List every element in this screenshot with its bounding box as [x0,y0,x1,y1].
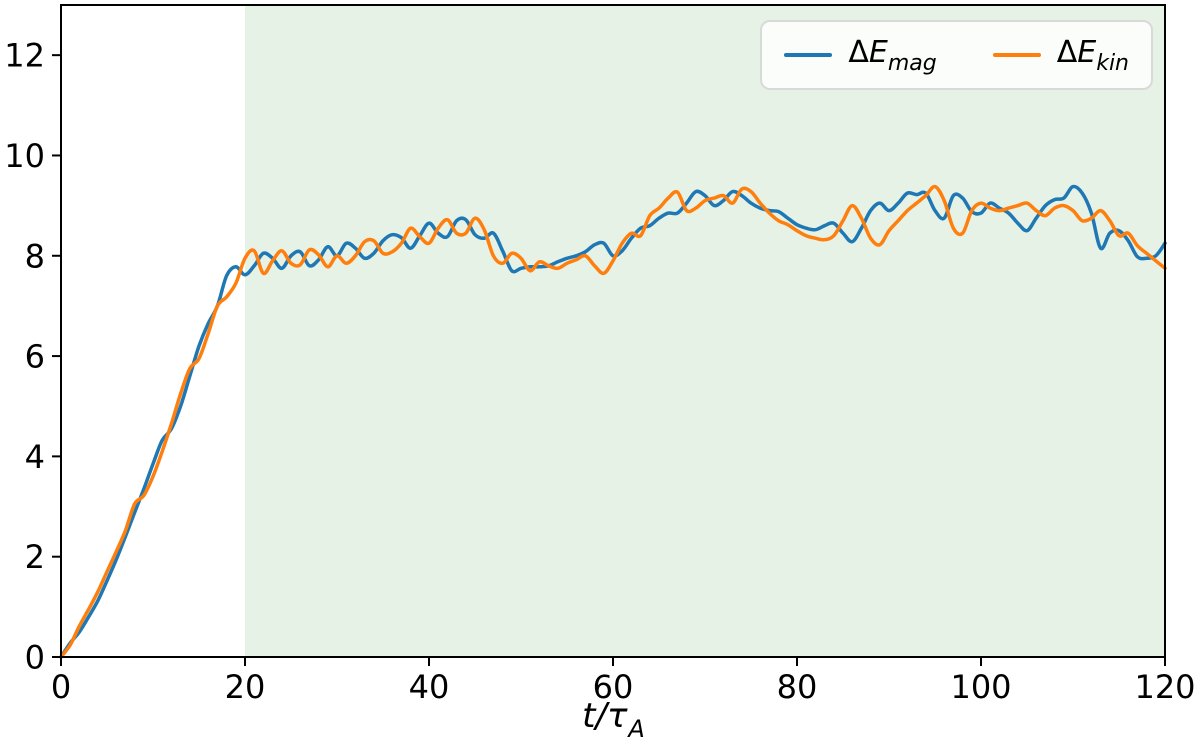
xlabel-subscript: A [628,714,645,743]
symbol-E: E [868,35,888,70]
xlabel-main: t/τ [582,696,628,736]
x-tick-label: 60 [593,668,634,706]
legend-label-ekin: ΔEkin [1056,35,1129,76]
legend-line-emag [784,53,833,57]
series-line-delta-e-mag [59,184,1167,659]
y-tick-label: 6 [25,338,45,376]
symbol-E: E [1077,35,1097,70]
series-line-delta-e-kin [59,184,1167,659]
delta-glyph: Δ [1056,35,1078,70]
x-tick-label: 20 [225,668,266,706]
legend: ΔEmag ΔEkin [760,20,1153,90]
legend-label-emag: ΔEmag [848,35,937,76]
x-tick-label: 0 [51,668,71,706]
y-tick-label: 12 [4,37,45,75]
x-tick-label: 40 [409,668,450,706]
y-tick-label: 4 [25,438,45,476]
shaded-region [245,5,1165,657]
x-tick-label: 80 [777,668,818,706]
legend-entry-emag: ΔEmag [784,35,937,76]
y-tick-label: 8 [25,237,45,275]
y-tick-label: 0 [25,639,45,677]
x-axis-label: t/τA [582,696,645,743]
x-tick-label: 100 [950,668,1011,706]
y-tick-label: 2 [25,538,45,576]
legend-entry-ekin: ΔEkin [992,35,1129,76]
legend-line-ekin [992,53,1041,57]
subscript-mag: mag [887,51,937,76]
x-tick-label: 120 [1134,668,1195,706]
y-tick-label: 10 [4,137,45,175]
delta-glyph: Δ [848,35,869,70]
subscript-kin: kin [1096,51,1129,76]
